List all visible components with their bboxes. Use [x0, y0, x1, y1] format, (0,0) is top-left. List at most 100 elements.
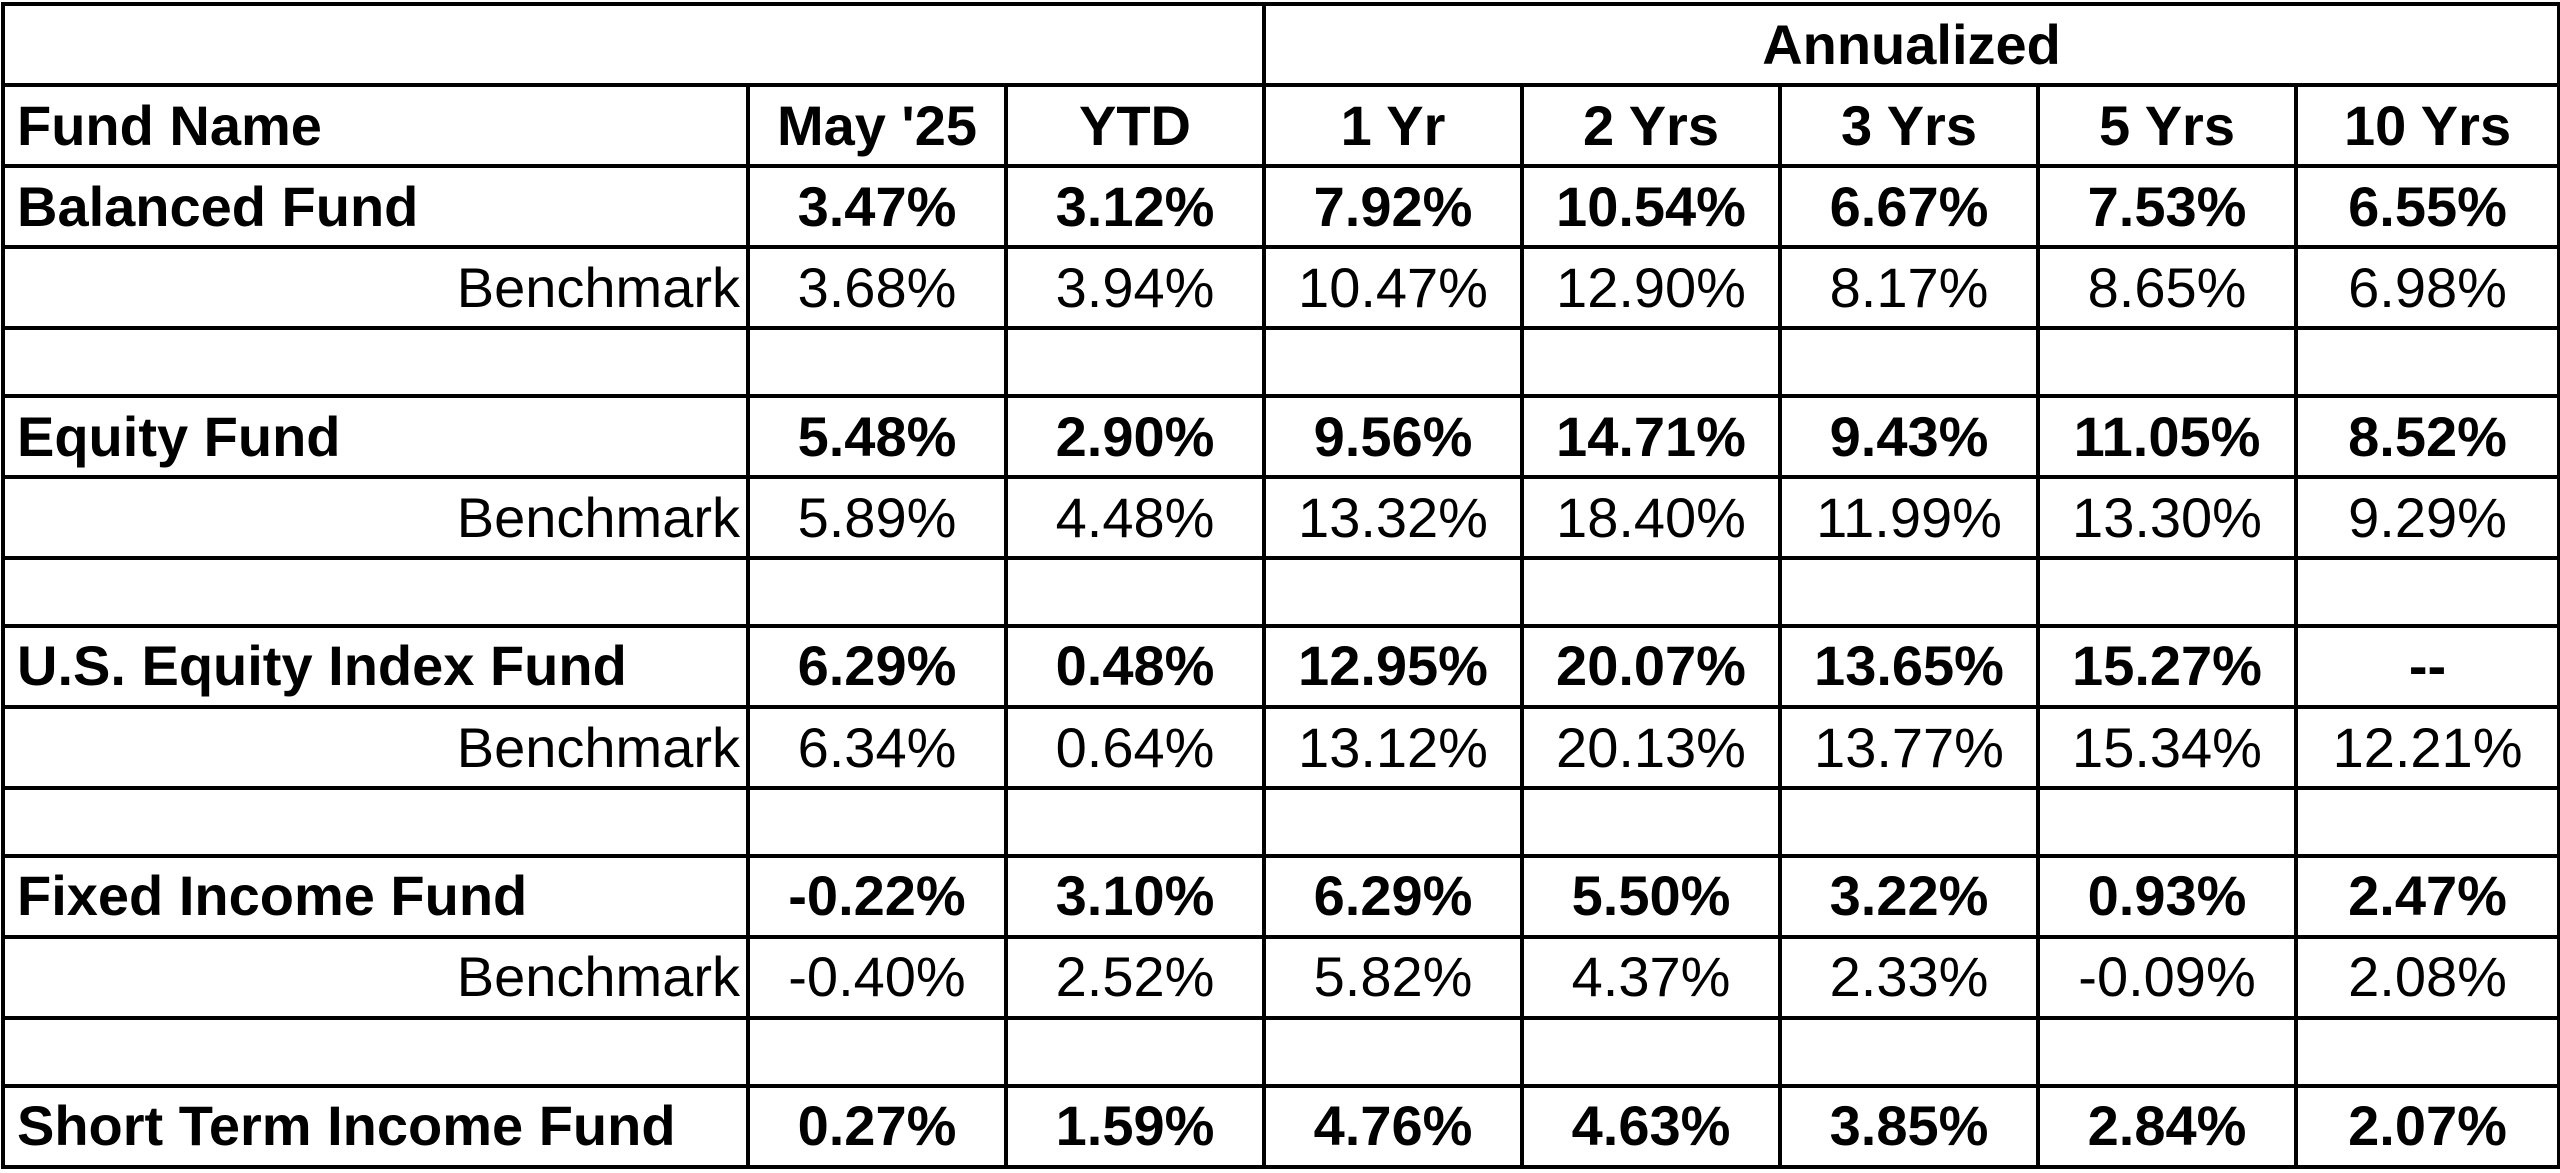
spacer-cell	[1, 326, 750, 399]
spacer-cell	[2294, 786, 2560, 858]
benchmark-value-cell: 2.33%	[1778, 934, 2041, 1020]
fund-value-cell: 5.48%	[746, 394, 1008, 480]
fund-value-cell: 13.65%	[1778, 623, 2041, 710]
spacer-cell	[1, 556, 750, 628]
fund-value-cell: 2.47%	[2294, 853, 2560, 939]
benchmark-value-cell: 9.29%	[2294, 475, 2560, 561]
benchmark-value-cell: 12.21%	[2294, 705, 2560, 791]
spacer-cell	[746, 326, 1008, 399]
spacer-row	[1, 326, 2560, 399]
fund-value-cell: 3.47%	[746, 164, 1008, 250]
benchmark-value-cell: 13.30%	[2036, 475, 2299, 561]
column-header-2-yrs: 2 Yrs	[1520, 83, 1783, 169]
spacer-cell	[1003, 326, 1267, 399]
benchmark-label-cell: Benchmark	[1, 705, 750, 791]
fund-value-cell: 0.48%	[1003, 623, 1267, 710]
benchmark-value-cell: 13.77%	[1778, 705, 2041, 791]
benchmark-value-cell: 6.34%	[746, 705, 1008, 791]
fund-row-fixed-income-fund: Fixed Income Fund -0.22% 3.10% 6.29% 5.50% 3.…	[1, 853, 2560, 939]
benchmark-value-cell: 15.34%	[2036, 705, 2299, 791]
column-header-row: Fund Name May '25 YTD 1 Yr 2 Yrs 3 Yrs 5…	[1, 83, 2560, 169]
spacer-cell	[2036, 556, 2299, 628]
spacer-cell	[1778, 786, 2041, 858]
benchmark-label-cell: Benchmark	[1, 475, 750, 561]
benchmark-row-fixed-income-fund: Benchmark -0.40% 2.52% 5.82% 4.37% 2.33% -0.09…	[1, 934, 2560, 1020]
benchmark-value-cell: 13.12%	[1262, 705, 1525, 791]
fund-value-cell: 7.53%	[2036, 164, 2299, 250]
fund-value-cell: 6.29%	[746, 623, 1008, 710]
benchmark-value-cell: 10.47%	[1262, 245, 1525, 331]
fund-value-cell: 3.22%	[1778, 853, 2041, 939]
column-header-10-yrs: 10 Yrs	[2294, 83, 2560, 169]
fund-value-cell: 3.10%	[1003, 853, 1267, 939]
fund-value-cell: 8.52%	[2294, 394, 2560, 480]
fund-row-balanced-fund: Balanced Fund 3.47% 3.12% 7.92% 10.54% 6.67% 7…	[1, 164, 2560, 250]
header-top-row: Annualized	[0, 1, 2560, 88]
spacer-cell	[1003, 1015, 1267, 1088]
fund-value-cell: 9.56%	[1262, 394, 1525, 480]
fund-name-cell: Short Term Income Fund	[1, 1083, 750, 1170]
benchmark-value-cell: -0.09%	[2036, 934, 2299, 1020]
fund-name-cell: U.S. Equity Index Fund	[1, 623, 750, 710]
spacer-cell	[1778, 326, 2041, 399]
column-header-3-yrs: 3 Yrs	[1778, 83, 2041, 169]
spacer-cell	[1, 1015, 750, 1088]
benchmark-label-cell: Benchmark	[1, 245, 750, 331]
benchmark-value-cell: 20.13%	[1520, 705, 1783, 791]
spacer-cell	[746, 556, 1008, 628]
spacer-cell	[1262, 786, 1525, 858]
spacer-cell	[1262, 1015, 1525, 1088]
fund-value-cell: 9.43%	[1778, 394, 2041, 480]
fund-value-cell: 12.95%	[1262, 623, 1525, 710]
fund-value-cell: 6.67%	[1778, 164, 2041, 250]
fund-value-cell: 15.27%	[2036, 623, 2299, 710]
spacer-cell	[1262, 326, 1525, 399]
benchmark-value-cell: 0.64%	[1003, 705, 1267, 791]
spacer-cell	[2036, 786, 2299, 858]
fund-row-u-s-equity-index-fund: U.S. Equity Index Fund 6.29% 0.48% 12.95% 20…	[1, 623, 2560, 710]
benchmark-value-cell: 13.32%	[1262, 475, 1525, 561]
benchmark-value-cell: 8.17%	[1778, 245, 2041, 331]
column-header-5-yrs: 5 Yrs	[2036, 83, 2299, 169]
spacer-cell	[1520, 1015, 1783, 1088]
column-header-ytd: YTD	[1003, 83, 1267, 169]
spacer-row	[1, 1015, 2560, 1088]
benchmark-value-cell: 5.82%	[1262, 934, 1525, 1020]
spacer-cell	[746, 786, 1008, 858]
fund-value-cell: 11.05%	[2036, 394, 2299, 480]
fund-value-cell: -0.22%	[746, 853, 1008, 939]
annualized-header: Annualized	[1262, 1, 2560, 88]
spacer-cell	[2036, 326, 2299, 399]
spacer-row	[1, 786, 2560, 858]
fund-value-cell: 5.50%	[1520, 853, 1783, 939]
fund-value-cell: 3.85%	[1778, 1083, 2041, 1170]
spacer-cell	[1778, 556, 2041, 628]
fund-value-cell: 2.90%	[1003, 394, 1267, 480]
spacer-row	[1, 556, 2560, 628]
spacer-cell	[1520, 326, 1783, 399]
fund-value-cell: 10.54%	[1520, 164, 1783, 250]
benchmark-value-cell: -0.40%	[746, 934, 1008, 1020]
fund-value-cell: 4.76%	[1262, 1083, 1525, 1170]
fund-value-cell: 2.07%	[2294, 1083, 2560, 1170]
benchmark-value-cell: 8.65%	[2036, 245, 2299, 331]
fund-value-cell: 1.59%	[1003, 1083, 1267, 1170]
spacer-cell	[1520, 786, 1783, 858]
fund-value-cell: 0.93%	[2036, 853, 2299, 939]
spacer-cell	[1003, 556, 1267, 628]
spacer-cell	[1003, 786, 1267, 858]
benchmark-row-u-s-equity-index-fund: Benchmark 6.34% 0.64% 13.12% 20.13% 13.77% 15.…	[1, 705, 2560, 791]
fund-value-cell: 14.71%	[1520, 394, 1783, 480]
benchmark-value-cell: 11.99%	[1778, 475, 2041, 561]
spacer-cell	[2036, 1015, 2299, 1088]
fund-value-cell: --	[2294, 623, 2560, 710]
header-blank-cell	[0, 1, 1267, 88]
fund-value-cell: 4.63%	[1520, 1083, 1783, 1170]
column-header-fund-name: Fund Name	[1, 83, 750, 169]
spacer-cell	[746, 1015, 1008, 1088]
spacer-cell	[1262, 556, 1525, 628]
benchmark-value-cell: 5.89%	[746, 475, 1008, 561]
fund-row-short-term-income-fund: Short Term Income Fund 0.27% 1.59% 4.76% 4.6…	[1, 1083, 2560, 1170]
benchmark-value-cell: 3.94%	[1003, 245, 1267, 331]
